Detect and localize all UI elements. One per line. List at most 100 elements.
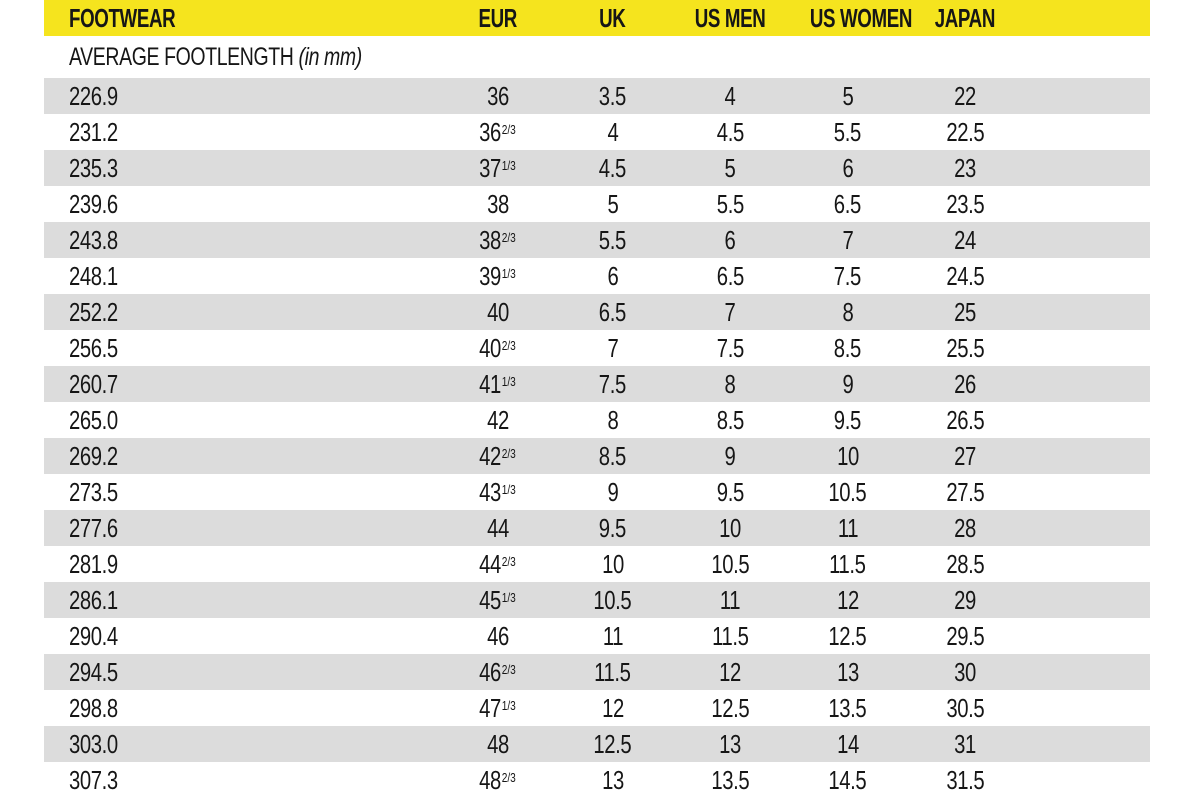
row-filler <box>1025 474 1150 510</box>
column-header-eur: EUR <box>440 0 555 36</box>
cell-eur: 402/3 <box>479 332 516 363</box>
eur-fraction: 2/3 <box>501 445 516 461</box>
eur-fraction: 2/3 <box>501 229 516 245</box>
cell-japan: 27.5 <box>946 476 984 507</box>
cell-footlength: 260.7 <box>69 368 118 399</box>
cell-footlength: 294.5 <box>69 656 118 687</box>
cell-japan: 27 <box>954 440 976 471</box>
cell-us-women: 13.5 <box>828 692 867 723</box>
cell-japan: 31 <box>954 728 976 759</box>
shoe-size-conversion-table: FOOTWEAR EUR UK US MEN US WOMEN JAPAN AV… <box>44 0 1150 798</box>
cell-uk: 9 <box>607 476 618 507</box>
table-row: 265.0 42 8 8.5 9.5 26.5 <box>44 402 1150 438</box>
row-filler <box>1025 402 1150 438</box>
column-header-us-women-label: US WOMEN <box>809 2 913 33</box>
cell-eur: 40 <box>486 296 509 327</box>
cell-us-women: 9.5 <box>833 404 862 435</box>
cell-footlength: 239.6 <box>69 188 118 219</box>
cell-uk: 13 <box>601 764 624 795</box>
cell-japan: 28.5 <box>946 548 984 579</box>
row-filler <box>1025 78 1150 114</box>
subheader-label: AVERAGE FOOTLENGTH <box>69 42 294 71</box>
cell-us-women: 12 <box>836 584 859 615</box>
cell-us-men: 12 <box>719 656 741 687</box>
cell-japan: 22.5 <box>946 116 984 147</box>
table-row: 260.7 411/3 7.5 8 9 26 <box>44 366 1150 402</box>
cell-japan: 30 <box>954 656 976 687</box>
cell-us-men: 5.5 <box>716 188 744 219</box>
table-row: 286.1 451/3 10.5 11 12 29 <box>44 582 1150 618</box>
table-row: 298.8 471/3 12 12.5 13.5 30.5 <box>44 690 1150 726</box>
row-filler <box>1025 582 1150 618</box>
cell-us-women: 6 <box>842 152 853 183</box>
cell-footlength: 277.6 <box>69 512 118 543</box>
row-filler <box>1025 366 1150 402</box>
cell-eur: 442/3 <box>479 548 516 579</box>
cell-japan: 22 <box>954 80 976 111</box>
table-row: 256.5 402/3 7 7.5 8.5 25.5 <box>44 330 1150 366</box>
table-row: 269.2 422/3 8.5 9 10 27 <box>44 438 1150 474</box>
cell-eur: 42 <box>486 404 509 435</box>
cell-us-women: 8.5 <box>833 332 862 363</box>
subheader-cell: AVERAGE FOOTLENGTH (in mm) <box>44 36 1150 78</box>
eur-fraction: 1/3 <box>501 373 516 389</box>
cell-uk: 11 <box>602 620 623 651</box>
cell-uk: 4 <box>607 116 618 147</box>
cell-footlength: 248.1 <box>69 260 118 291</box>
cell-us-women: 10 <box>836 440 859 471</box>
table-row: 281.9 442/3 10 10.5 11.5 28.5 <box>44 546 1150 582</box>
cell-footlength: 273.5 <box>69 476 118 507</box>
cell-us-women: 7 <box>842 224 853 255</box>
row-filler <box>1025 438 1150 474</box>
cell-eur: 411/3 <box>479 368 516 399</box>
cell-japan: 26 <box>954 368 976 399</box>
cell-footlength: 226.9 <box>69 80 118 111</box>
eur-fraction: 2/3 <box>501 553 516 569</box>
table-row: 231.2 362/3 4 4.5 5.5 22.5 <box>44 114 1150 150</box>
table-row: 252.2 40 6.5 7 8 25 <box>44 294 1150 330</box>
cell-eur: 451/3 <box>479 584 516 615</box>
cell-uk: 9.5 <box>598 512 627 543</box>
eur-fraction: 2/3 <box>501 769 516 785</box>
cell-us-women: 10.5 <box>828 476 867 507</box>
cell-us-women: 11 <box>837 512 858 543</box>
row-filler <box>1025 294 1150 330</box>
cell-japan: 30.5 <box>946 692 984 723</box>
cell-footlength: 265.0 <box>69 404 118 435</box>
cell-footlength: 235.3 <box>69 152 118 183</box>
cell-eur: 38 <box>486 188 509 219</box>
cell-uk: 10.5 <box>593 584 632 615</box>
table-row: 226.9 36 3.5 4 5 22 <box>44 78 1150 114</box>
cell-us-women: 9 <box>842 368 853 399</box>
cell-footlength: 256.5 <box>69 332 118 363</box>
row-filler <box>1025 150 1150 186</box>
table-row: 277.6 44 9.5 10 11 28 <box>44 510 1150 546</box>
cell-eur: 46 <box>486 620 509 651</box>
table-row: 239.6 38 5 5.5 6.5 23.5 <box>44 186 1150 222</box>
cell-japan: 26.5 <box>946 404 984 435</box>
cell-eur: 482/3 <box>479 764 516 795</box>
row-filler <box>1025 726 1150 762</box>
row-filler <box>1025 186 1150 222</box>
cell-uk: 7.5 <box>598 368 627 399</box>
cell-us-men: 11 <box>719 584 741 615</box>
row-filler <box>1025 690 1150 726</box>
cell-uk: 5.5 <box>598 224 627 255</box>
cell-footlength: 252.2 <box>69 296 118 327</box>
column-header-japan: JAPAN <box>905 0 1025 36</box>
table-header-row: FOOTWEAR EUR UK US MEN US WOMEN JAPAN <box>44 0 1150 36</box>
cell-footlength: 231.2 <box>69 116 118 147</box>
eur-fraction: 2/3 <box>501 337 516 353</box>
cell-footlength: 290.4 <box>69 620 118 651</box>
subheader-text: AVERAGE FOOTLENGTH (in mm) <box>69 43 362 72</box>
cell-us-men: 6 <box>724 224 736 255</box>
cell-japan: 25.5 <box>946 332 984 363</box>
cell-footlength: 286.1 <box>69 584 118 615</box>
column-header-us-women: US WOMEN <box>790 0 912 36</box>
cell-uk: 12 <box>601 692 624 723</box>
cell-us-women: 14 <box>836 728 859 759</box>
eur-fraction: 1/3 <box>501 697 516 713</box>
cell-us-women: 8 <box>842 296 853 327</box>
cell-japan: 25 <box>954 296 976 327</box>
cell-us-men: 13.5 <box>711 764 749 795</box>
